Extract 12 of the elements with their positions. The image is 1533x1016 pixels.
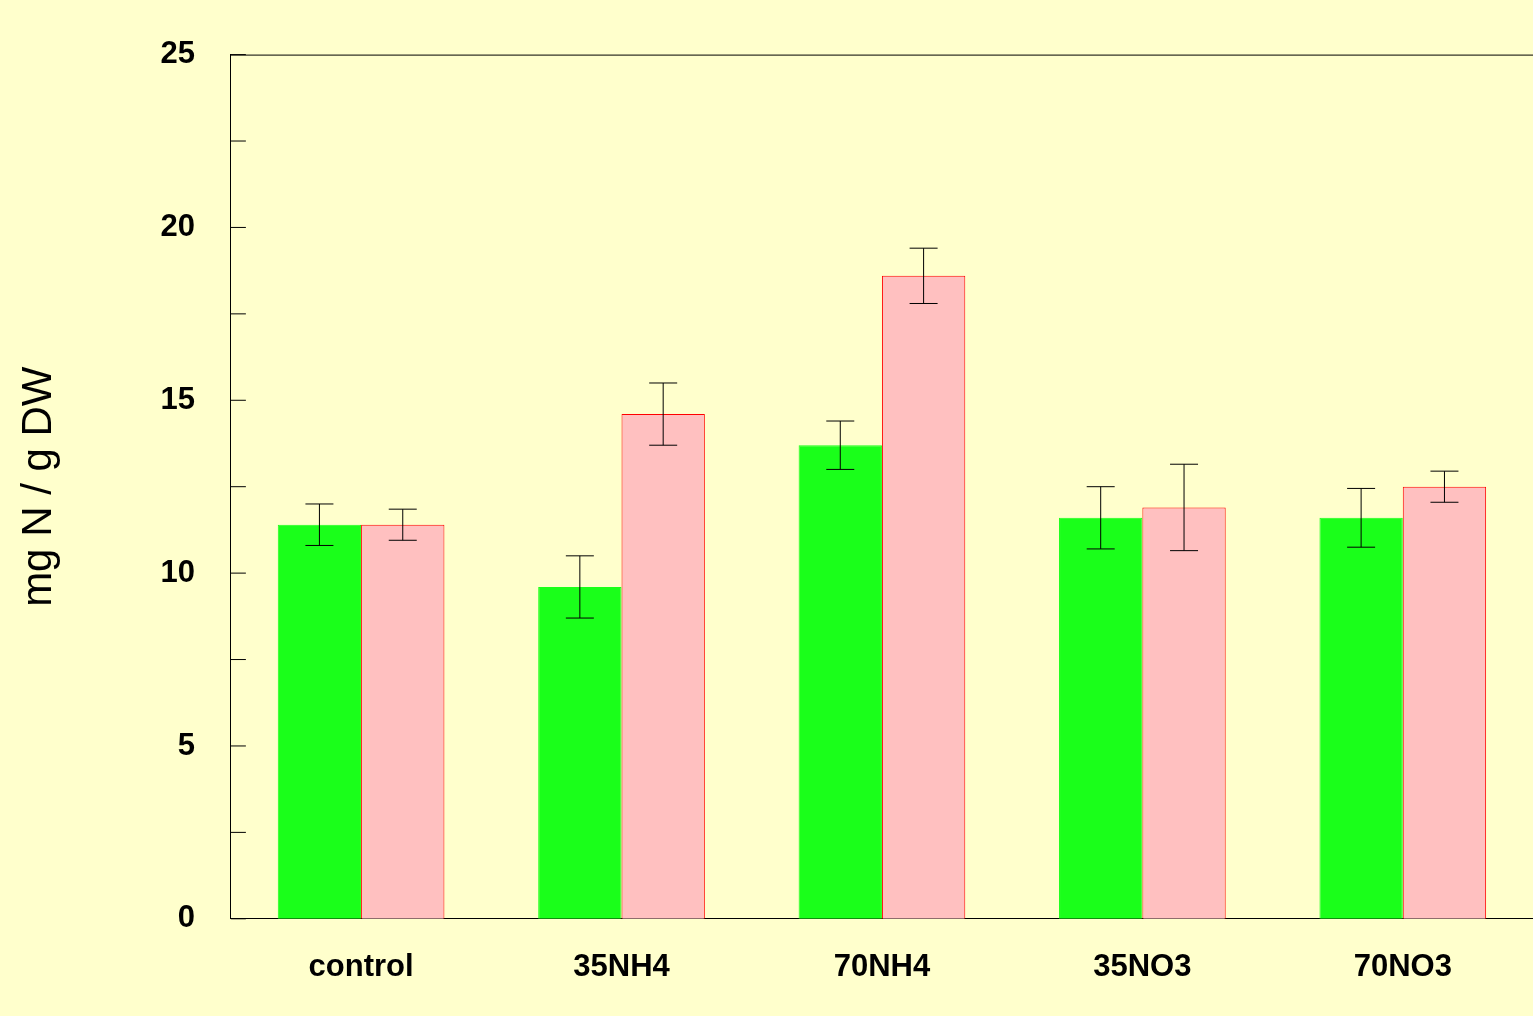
y-tick-label: 10 [160, 553, 195, 589]
x-tick-label: control [308, 947, 414, 983]
y-tick-label: 25 [160, 35, 195, 71]
y-tick-label: 20 [160, 207, 195, 243]
x-tick-label: 70NH4 [833, 947, 931, 983]
x-tick-label: 35NH4 [573, 947, 671, 983]
y-tick-label: 15 [160, 380, 195, 416]
x-tick-label: 35NO3 [1093, 947, 1192, 983]
y-tick-label: 5 [177, 726, 195, 762]
y-tick-label: 0 [177, 899, 195, 935]
x-tick-label: 70NO3 [1353, 947, 1452, 983]
y-axis-title: mg N / g DW [12, 366, 60, 607]
